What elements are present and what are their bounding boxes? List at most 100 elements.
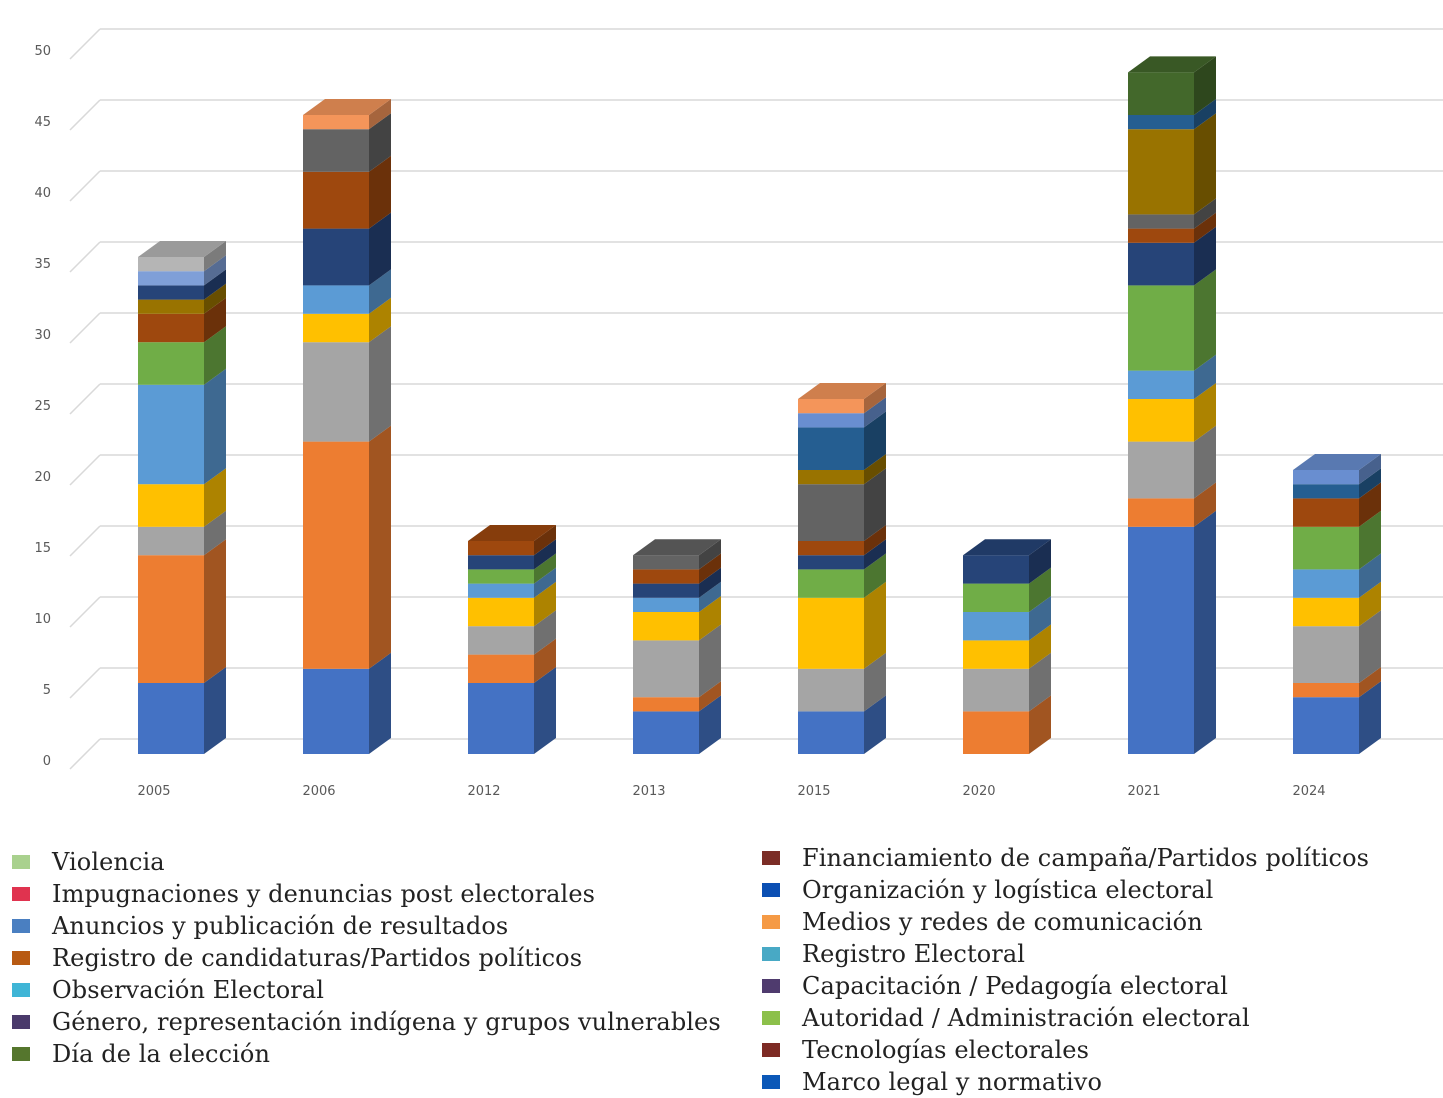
bar-segment (1293, 569, 1359, 598)
bar-segment (138, 555, 204, 683)
bar-segment (1293, 697, 1359, 754)
bar-segment-side (534, 539, 556, 570)
y-tick-label: 0 (43, 754, 51, 769)
bar-segment-side (1194, 383, 1216, 442)
y-axis: 0 5 10 15 20 25 30 35 40 45 50 (34, 44, 51, 769)
bar-segment (963, 583, 1029, 612)
bar-segment-side (204, 510, 226, 556)
bar-segment-side (864, 411, 886, 470)
bar-segment (798, 569, 864, 598)
legend-swatch (12, 855, 30, 869)
legend-swatch (762, 1043, 780, 1057)
x-tick-label: 2021 (1127, 784, 1160, 799)
y-tick-label: 35 (34, 257, 51, 272)
bar-segment-side (369, 425, 391, 669)
legend-swatch (762, 915, 780, 929)
bar-segment (468, 597, 534, 627)
bar-segment (798, 470, 864, 485)
bar-2012 (468, 525, 556, 754)
bar-segment (963, 640, 1029, 669)
bar-segment (303, 285, 369, 314)
bar-segment-side (204, 368, 226, 485)
bar-segment (138, 271, 204, 286)
bar-segment-side (534, 581, 556, 627)
bar-segment-side (369, 99, 391, 130)
x-axis: 2005 2006 2012 2013 2015 2020 2021 2024 (137, 784, 1325, 799)
bar-segment (798, 484, 864, 541)
bar-segment (303, 171, 369, 229)
bar-segment (468, 541, 534, 556)
x-tick-label: 2013 (632, 784, 665, 799)
legend-swatch (762, 1075, 780, 1089)
bar-segment-side (1359, 454, 1381, 485)
bar-top (1128, 56, 1216, 73)
gridline-depth (69, 170, 101, 202)
gridline-depth (69, 596, 101, 628)
bar-segment (468, 626, 534, 655)
bar-segment-side (864, 468, 886, 541)
bar-segment (138, 384, 204, 485)
bar-segment-side (369, 269, 391, 314)
bar-segment-side (369, 297, 391, 343)
bars (138, 56, 1381, 754)
bar-2015 (798, 383, 886, 754)
bar-segment-side (369, 212, 391, 286)
legend-swatch (12, 1015, 30, 1029)
bar-segment-side (699, 553, 721, 584)
bar-segment-side (1029, 624, 1051, 669)
legend-label: Observación Electoral (52, 976, 325, 1004)
bar-segment (138, 285, 204, 300)
bar-segment (963, 668, 1029, 712)
bar-segment-side (864, 397, 886, 428)
legend-left: Violencia Impugnaciones y denuncias post… (12, 846, 721, 1070)
y-tick-label: 45 (34, 115, 51, 130)
bar-segment (633, 555, 699, 570)
legend-swatch (12, 1047, 30, 1061)
bar-2021 (1128, 56, 1216, 754)
bar-segment-side (1029, 652, 1051, 712)
bar-segment-side (1194, 56, 1216, 115)
bar-segment (1293, 526, 1359, 570)
bar-segment (633, 640, 699, 698)
x-tick-label: 2005 (137, 784, 170, 799)
legend-label: Anuncios y publicación de resultados (52, 912, 509, 940)
bar-segment-side (1194, 425, 1216, 499)
bar-segment (468, 555, 534, 570)
bar-segment-side (699, 681, 721, 712)
bar-segment (798, 399, 864, 414)
bar-segment (798, 427, 864, 470)
bar-segment (1128, 498, 1194, 527)
bar-segment-side (1359, 610, 1381, 683)
bar-segment (1293, 683, 1359, 698)
bar-top (798, 383, 886, 399)
y-tick-label: 20 (34, 470, 51, 485)
bar-segment-side (1194, 482, 1216, 527)
bar-segment-side (1359, 681, 1381, 754)
legend-swatch (762, 1011, 780, 1025)
legend-label: Violencia (52, 848, 165, 876)
legend-label: Registro Electoral (802, 940, 1026, 968)
y-tick-label: 40 (34, 186, 51, 201)
bar-segment (303, 342, 369, 442)
bar-segment (468, 683, 534, 754)
legend-right: Financiamiento de campaña/Partidos polít… (762, 842, 1369, 1098)
bar-segment-side (534, 638, 556, 683)
bar-segment-side (1194, 226, 1216, 286)
bar-segment-side (369, 326, 391, 442)
bar-segment (138, 299, 204, 314)
legend-item: Género, representación indígena y grupos… (12, 1006, 721, 1038)
y-tick-label: 25 (34, 399, 51, 414)
bar-segment (303, 441, 369, 669)
bar-segment (633, 569, 699, 584)
bar-segment-side (864, 525, 886, 556)
bar-segment-side (1359, 667, 1381, 698)
bar-segment-side (534, 567, 556, 598)
bar-segment-side (204, 255, 226, 286)
y-tick-label: 50 (34, 44, 51, 59)
gridline-depth (69, 28, 101, 60)
x-tick-label: 2006 (302, 784, 335, 799)
legend-swatch (12, 951, 30, 965)
gridlines (69, 28, 1443, 770)
bar-segment-side (534, 667, 556, 754)
bar-segment (1128, 228, 1194, 243)
